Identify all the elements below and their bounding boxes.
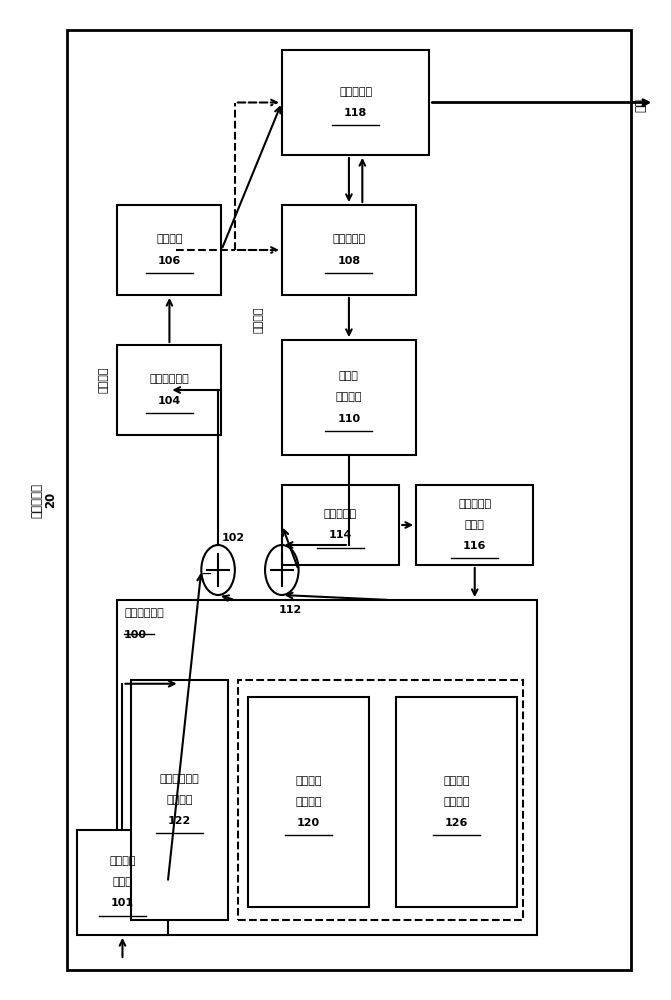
Text: 114: 114 <box>329 530 352 540</box>
Text: 量化单元: 量化单元 <box>156 234 183 244</box>
Text: 编码单元: 编码单元 <box>166 795 193 805</box>
Text: 视频数据: 视频数据 <box>99 367 109 393</box>
Text: 处理单元: 处理单元 <box>443 797 470 807</box>
Text: 处理单元: 处理单元 <box>336 392 362 402</box>
Text: 116: 116 <box>463 541 486 551</box>
FancyBboxPatch shape <box>248 697 369 907</box>
Text: 变换处理单元: 变换处理单元 <box>150 375 189 385</box>
FancyBboxPatch shape <box>117 345 221 435</box>
Text: 112: 112 <box>278 605 302 615</box>
Text: 缓冲器: 缓冲器 <box>465 520 484 530</box>
Text: 100: 100 <box>124 630 147 640</box>
Text: 位流: 位流 <box>634 98 648 112</box>
FancyBboxPatch shape <box>282 485 399 565</box>
Text: 帧间预测: 帧间预测 <box>295 776 322 786</box>
Text: 逆变换: 逆变换 <box>339 371 359 381</box>
Text: 102: 102 <box>221 533 244 543</box>
Text: 101: 101 <box>111 899 134 909</box>
Text: 126: 126 <box>445 818 468 828</box>
Text: 基于调色板的: 基于调色板的 <box>160 774 199 784</box>
Text: 110: 110 <box>338 414 360 424</box>
Text: 120: 120 <box>297 818 320 828</box>
Text: 104: 104 <box>158 396 181 406</box>
Text: 视频编码器: 视频编码器 <box>30 483 44 518</box>
Text: 118: 118 <box>344 108 367 118</box>
Text: 20: 20 <box>44 492 57 508</box>
Text: 视频数据: 视频数据 <box>109 856 136 866</box>
FancyBboxPatch shape <box>117 205 221 295</box>
Text: −: − <box>201 567 212 581</box>
Text: 滤波器单元: 滤波器单元 <box>324 510 357 520</box>
FancyBboxPatch shape <box>282 340 416 455</box>
Text: 122: 122 <box>168 816 191 826</box>
Text: 108: 108 <box>338 256 360 266</box>
FancyBboxPatch shape <box>282 50 429 155</box>
Text: 106: 106 <box>158 256 181 266</box>
Text: 预测处理单元: 预测处理单元 <box>124 608 164 618</box>
FancyBboxPatch shape <box>396 697 517 907</box>
Text: 帧内预测: 帧内预测 <box>443 776 470 786</box>
Text: 语法元素: 语法元素 <box>254 307 263 333</box>
FancyBboxPatch shape <box>77 830 168 935</box>
Text: 熵编码单元: 熵编码单元 <box>339 87 372 97</box>
FancyBboxPatch shape <box>416 485 533 565</box>
Text: 逆量化单元: 逆量化单元 <box>332 234 366 244</box>
Text: 存储器: 存储器 <box>113 878 132 888</box>
FancyBboxPatch shape <box>131 680 228 920</box>
Text: 处理单元: 处理单元 <box>295 797 322 807</box>
Text: 经解码图片: 经解码图片 <box>458 499 491 509</box>
FancyBboxPatch shape <box>282 205 416 295</box>
